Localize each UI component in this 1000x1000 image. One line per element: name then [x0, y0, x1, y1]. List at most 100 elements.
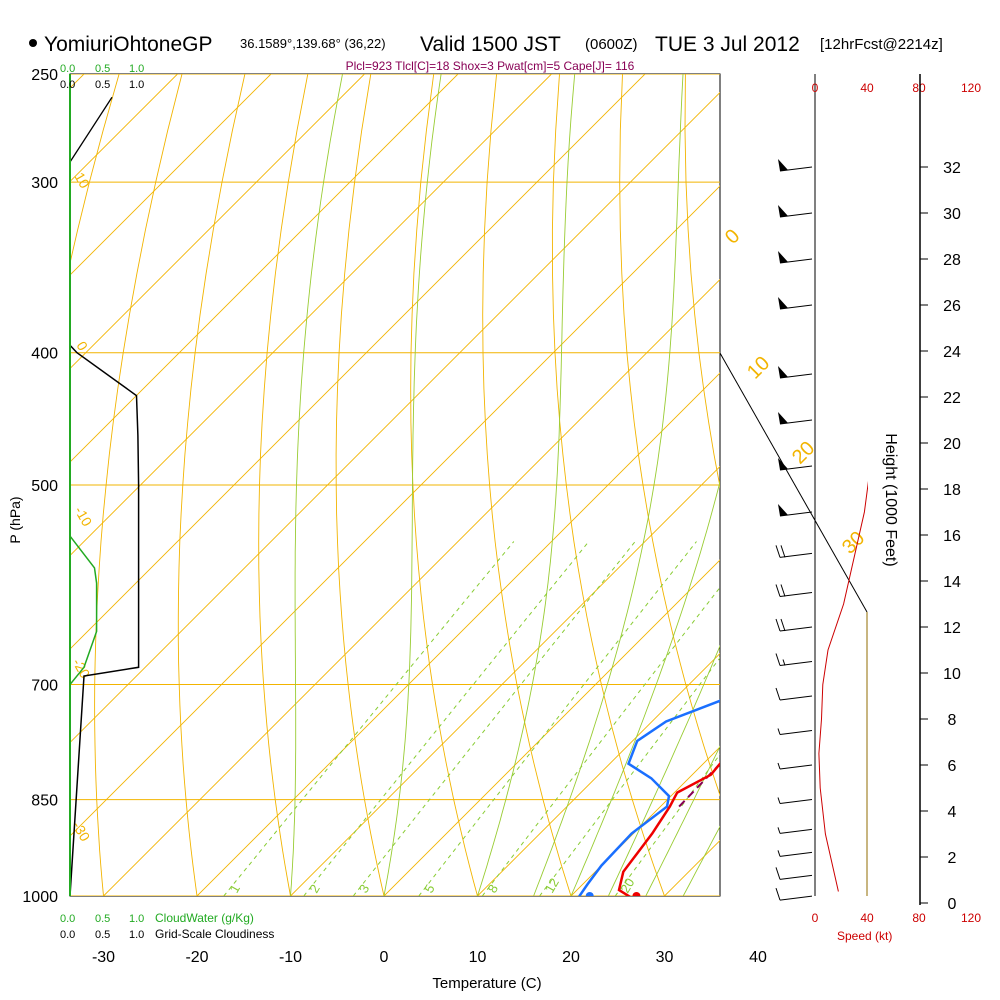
wind-barb-4 [777, 797, 813, 804]
pressure-tick-500: 500 [31, 478, 58, 495]
temp-tick-20: 20 [562, 949, 580, 966]
barb-staff-5 [779, 764, 813, 770]
temp-tick-10: 10 [469, 949, 487, 966]
temp-tick-30: 30 [656, 949, 674, 966]
background-lines [70, 74, 945, 896]
height-tick-32: 32 [943, 160, 961, 177]
moist-adiabat-24 [607, 644, 720, 896]
height-tick-0: 0 [948, 896, 957, 913]
wind-barb-11 [775, 545, 813, 558]
height-tick-10: 10 [943, 666, 961, 683]
barb-half-6 [777, 728, 781, 735]
wind-barb-7 [775, 687, 813, 701]
surface-dew-point [585, 892, 594, 896]
wind-barb-1 [775, 867, 813, 880]
height-tick-28: 28 [943, 252, 961, 269]
valid-date: TUE 3 Jul 2012 [655, 33, 800, 56]
moist-adiabat-10 [477, 74, 576, 896]
barb-flag-1-0 [775, 867, 781, 880]
isotherm-0 [383, 559, 720, 896]
cw-bot-2: 1.0 [129, 913, 144, 925]
height-tick-30: 30 [943, 206, 961, 223]
mixing-label-12: 12 [542, 875, 562, 895]
barb-staff-0 [779, 895, 813, 901]
cw-top-1: 0.5 [95, 63, 110, 75]
speed-tick-top-120: 120 [961, 81, 981, 95]
isotherm-label-right-10: 10 [743, 352, 774, 383]
temp-tick--10: -10 [279, 949, 302, 966]
barb-staff-8 [779, 661, 813, 666]
barb-pennant-12 [778, 504, 788, 516]
cw-top-2: 1.0 [129, 63, 144, 75]
moist-adiabat--10 [290, 74, 343, 896]
pressure-tick-400: 400 [31, 346, 58, 363]
barb-flag-9-1 [780, 618, 786, 632]
barb-flag-9-0 [775, 618, 781, 632]
wind-barb-12 [778, 504, 813, 517]
cloudiness-profile [69, 344, 140, 897]
cc-top-0: 0.0 [60, 79, 75, 91]
dewpoint-profile [577, 699, 720, 896]
speed-tick-bottom-0: 0 [812, 911, 819, 925]
cc-bot-0: 0.0 [60, 929, 75, 941]
pressure-axis-label: P (hPa) [7, 496, 23, 543]
height-tick-20: 20 [943, 436, 961, 453]
barb-flag-7-0 [775, 687, 781, 701]
height-tick-24: 24 [943, 344, 961, 361]
speed-tick-top-80: 80 [912, 81, 926, 95]
cloudwater-label: CloudWater (g/Kg) [155, 911, 254, 925]
barb-pennant-15 [778, 366, 788, 378]
profiles [577, 699, 720, 896]
dry-adiabat-50 [684, 74, 720, 489]
temperature-axis-label: Temperature (C) [432, 975, 541, 992]
barb-staff-1 [779, 874, 813, 880]
cw-bot-0: 0.0 [60, 913, 75, 925]
height-tick-8: 8 [948, 712, 957, 729]
speed-profile [818, 480, 868, 892]
barb-staff-9 [779, 626, 813, 632]
wind-barb-15 [778, 366, 813, 379]
barb-pennant-18 [778, 205, 788, 217]
barb-staff-17 [779, 258, 813, 264]
wind-barb-9 [775, 618, 813, 632]
temperature-profile [617, 761, 720, 896]
mixing-line-12 [539, 657, 720, 896]
speed-tick-top-0: 0 [812, 81, 819, 95]
cw-top-0: 0.0 [60, 63, 75, 75]
wind-barb-10 [775, 584, 813, 597]
pressure-tick-700: 700 [31, 678, 58, 695]
mixing-line-1 [223, 541, 515, 896]
station-marker-icon [29, 39, 37, 47]
speed-tick-top-40: 40 [860, 81, 874, 95]
dry-adiabat--20 [177, 74, 246, 896]
temp-tick--20: -20 [185, 949, 208, 966]
cloudiness-label: Grid-Scale Cloudiness [155, 927, 274, 941]
speed-tick-bottom-120: 120 [961, 911, 981, 925]
barb-half-5 [777, 762, 781, 770]
forecast-info: [12hrFcst@2214z] [820, 36, 943, 53]
wind-barb-16 [778, 297, 813, 310]
valid-zulu: (0600Z) [585, 36, 638, 53]
cc-top-1: 0.5 [95, 79, 110, 91]
mixing-line-20 [614, 753, 720, 896]
barb-staff-13 [779, 465, 813, 471]
barb-staff-2 [779, 851, 813, 857]
dry-adiabat-60 [748, 74, 945, 896]
temp-tick-40: 40 [749, 949, 767, 966]
dry-adiabat--10 [258, 74, 309, 896]
dry-adiabat-0 [335, 74, 385, 896]
barb-half-4 [777, 797, 781, 804]
dry-adiabat-10 [410, 74, 478, 896]
stability-indices: Plcl=923 Tlcl[C]=18 Shox=3 Pwat[cm]=5 Ca… [346, 59, 635, 73]
pressure-tick-300: 300 [31, 175, 58, 192]
wind-barbs [775, 159, 813, 901]
speed-tick-bottom-40: 40 [860, 911, 874, 925]
barb-flag-8-0 [775, 653, 781, 666]
height-tick-22: 22 [943, 390, 961, 407]
isotherm--30 [103, 278, 720, 896]
isotherm--50 [70, 91, 720, 744]
barb-flag-10-1 [780, 584, 786, 597]
barb-pennant-19 [778, 159, 788, 171]
